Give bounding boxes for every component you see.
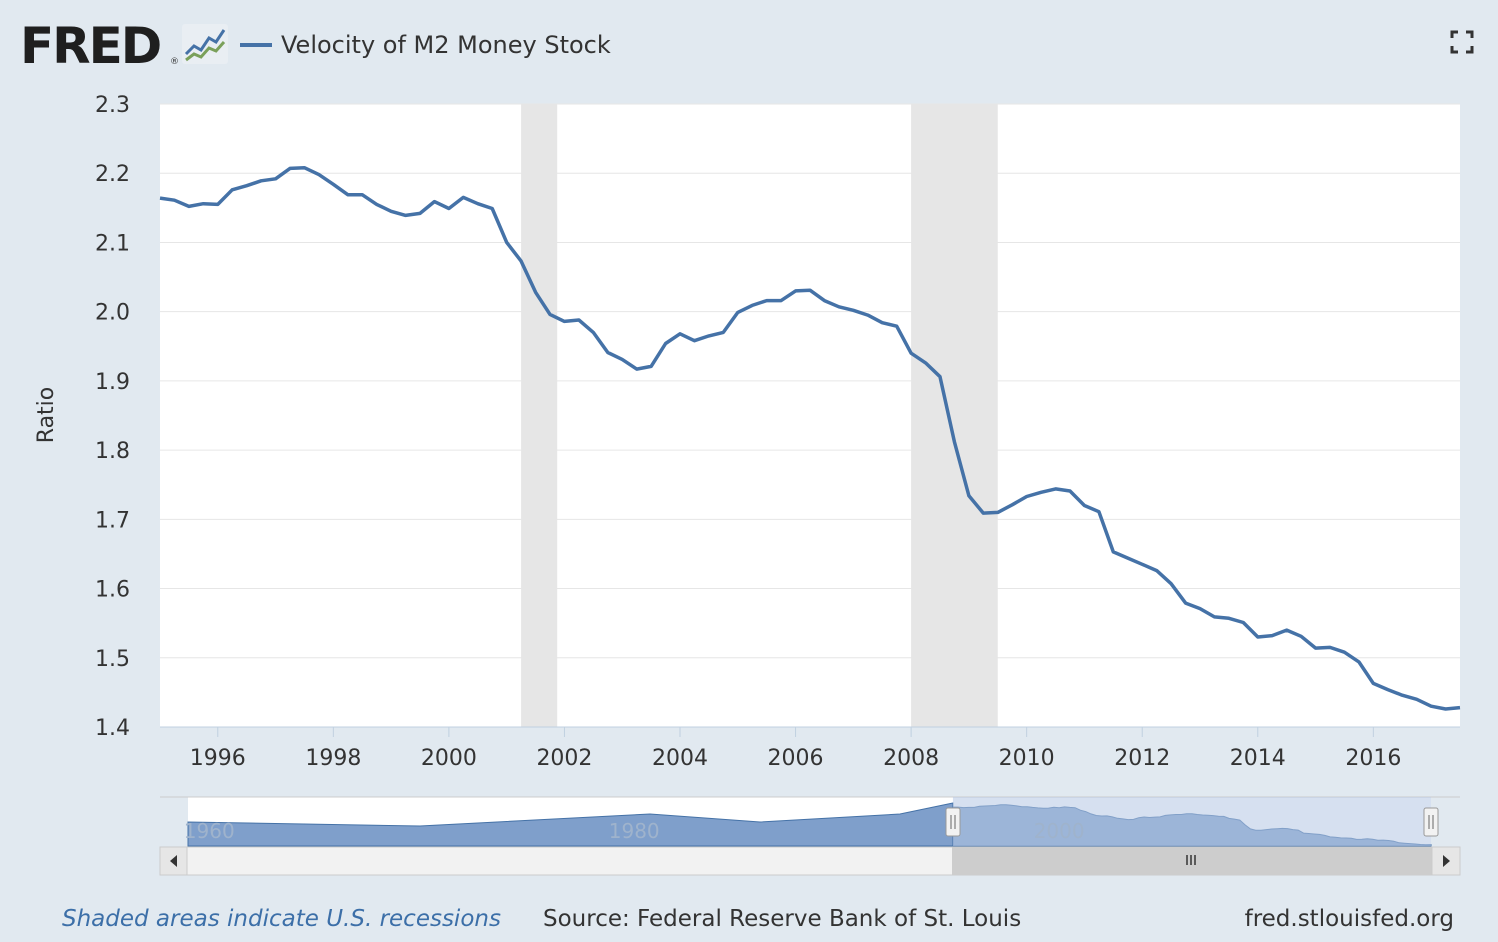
chart-header: FRED ® Velocity of M2 Money Stock [0,0,1498,92]
legend-swatch [240,43,272,47]
x-tick-label: 1996 [190,746,246,771]
series-line-0[interactable] [159,165,1461,711]
x-tick-label: 1998 [305,746,361,771]
navigator-selected-range[interactable] [952,797,1431,846]
y-tick-label: 1.6 [95,578,130,603]
x-tick-label: 2010 [999,746,1055,771]
y-axis-ticks: 1.4 1.5 1.6 1.7 1.8 1.9 2.0 2.1 2.2 2.3 [95,93,130,741]
navigator-left-handle[interactable] [945,807,961,837]
x-tick-label: 2016 [1345,746,1401,771]
scrollbar-thumb[interactable] [952,847,1432,875]
y-tick-label: 1.4 [95,716,130,741]
x-tick-label: 2012 [1114,746,1170,771]
series-layer [159,165,1461,711]
y-tick-label: 2.1 [95,231,130,256]
chevron-left-icon[interactable] [170,855,177,867]
y-tick-label: 1.5 [95,647,130,672]
registered-mark: ® [170,57,179,67]
scrollbar-grip-icon[interactable] [1186,855,1196,865]
fullscreen-icon[interactable] [1449,29,1475,55]
y-tick-label: 2.3 [95,93,130,118]
navigator-label: 1980 [609,819,660,843]
grid-layer [160,103,1460,728]
y-axis-label: Ratio [34,387,59,443]
y-tick-label: 1.9 [95,370,130,395]
navigator-labels: 1960 1980 2000 [184,819,1085,843]
recession-band-0 [521,104,558,727]
navigator-label: 2000 [1034,819,1085,843]
series-title[interactable]: Velocity of M2 Money Stock [281,31,611,59]
x-tick-label: 2000 [421,746,477,771]
x-tick-label: 2008 [883,746,939,771]
recession-band-1 [911,104,998,727]
x-tick-label: 2004 [652,746,708,771]
chevron-right-icon[interactable] [1443,855,1450,867]
navigator-right-handle[interactable] [1423,807,1439,837]
recession-layer [521,104,998,727]
source-text: Source: Federal Reserve Bank of St. Loui… [543,906,1022,932]
y-tick-label: 2.2 [95,162,130,187]
fred-logo[interactable]: FRED [20,17,162,75]
recession-note-link[interactable]: Shaded areas indicate U.S. recessions [62,906,501,932]
site-link[interactable]: fred.stlouisfed.org [1244,906,1454,932]
navigator-label: 1960 [184,819,235,843]
x-tick-label: 2002 [536,746,592,771]
plot-background [160,104,1460,727]
x-tick-label: 2014 [1230,746,1286,771]
x-axis-ticks: 1996 1998 2000 2002 2004 2006 2008 2010 2012 2014… [190,727,1401,771]
y-tick-label: 2.0 [95,301,130,326]
x-tick-label: 2006 [768,746,824,771]
y-tick-label: 1.7 [95,508,130,533]
chart-area: 1.4 1.5 1.6 1.7 1.8 1.9 2.0 2.1 2.2 2.3 1996 1998 2… [34,93,1461,876]
range-navigator[interactable]: 1960 1980 2000 [159,796,1461,876]
y-tick-label: 1.8 [95,439,130,464]
line-chart-icon [182,24,228,64]
